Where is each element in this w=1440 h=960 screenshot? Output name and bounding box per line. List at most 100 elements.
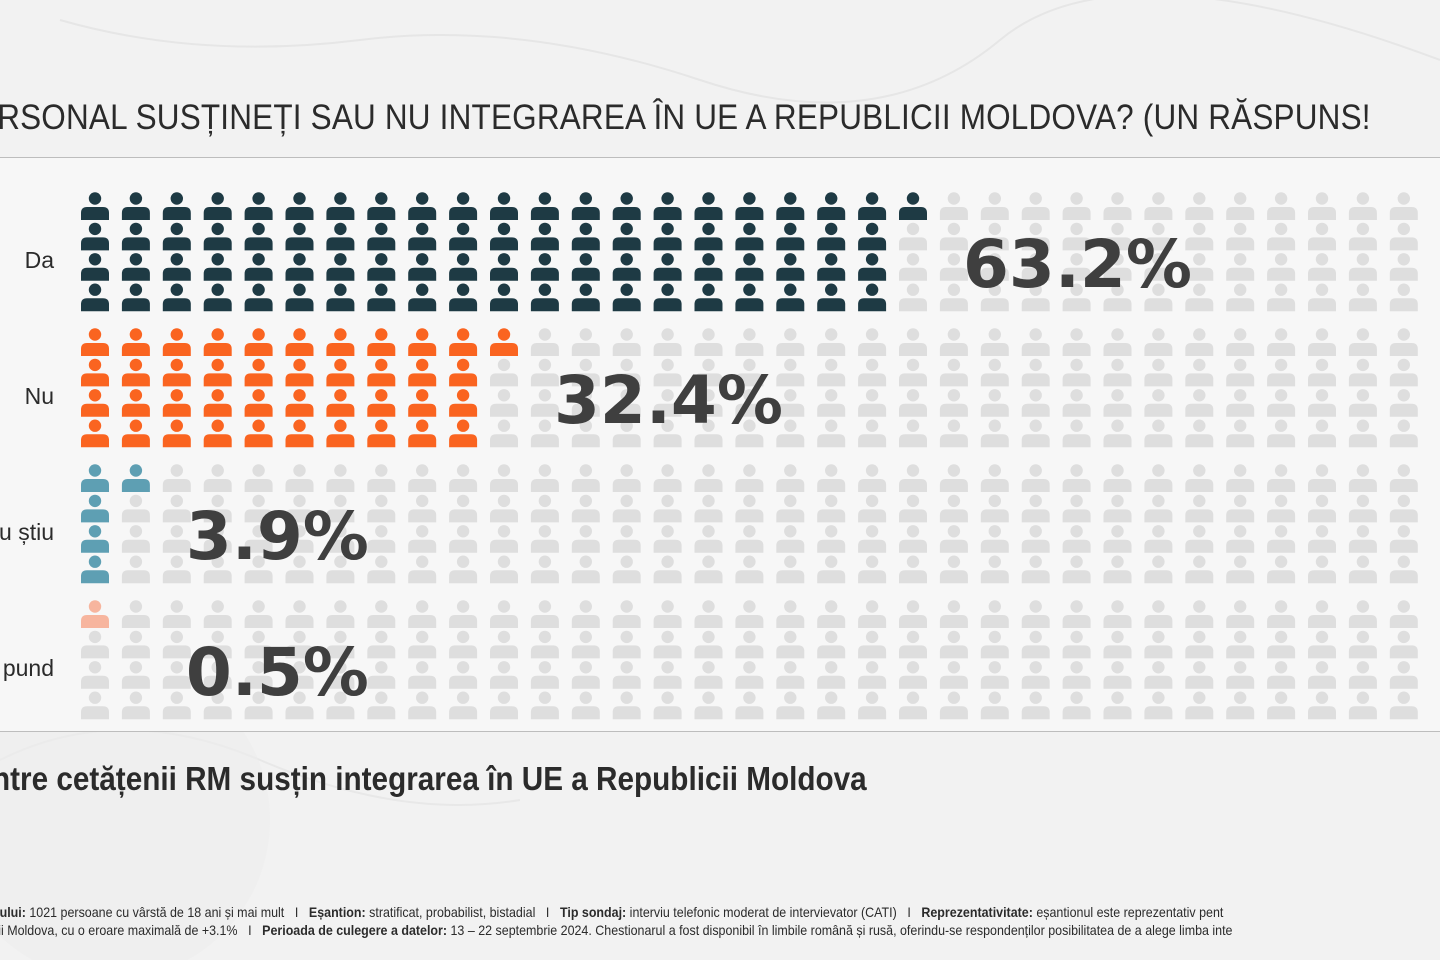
person-icon-filled (694, 253, 723, 281)
person-icon-filled (121, 389, 150, 417)
category-label: pund (3, 655, 54, 681)
person-icon-empty (1185, 222, 1214, 251)
person-icon-filled (694, 283, 723, 312)
person-icon-filled (367, 192, 396, 220)
person-icon-empty (980, 419, 1009, 448)
person-icon-empty (1226, 600, 1255, 628)
person-icon-empty (1144, 494, 1173, 523)
footnote-value: 13 – 22 septembrie 2024. Chestionarul a … (450, 922, 1233, 938)
person-icon-filled (612, 253, 641, 281)
person-icon-filled (121, 192, 150, 220)
person-icon-filled (694, 192, 723, 220)
person-icon-empty (1267, 494, 1296, 523)
person-icon-empty (1062, 691, 1091, 720)
person-icon-filled (81, 419, 109, 448)
person-icon-filled (817, 253, 846, 281)
person-icon-empty (1144, 358, 1173, 387)
person-icon-empty (1103, 525, 1132, 553)
person-icon-filled (612, 192, 641, 220)
person-icon-empty (612, 494, 641, 523)
person-icon-empty (1062, 358, 1091, 387)
person-icon-empty (980, 630, 1009, 659)
person-icon-empty (1389, 358, 1418, 387)
person-icon-empty (735, 630, 764, 659)
person-icon-filled (735, 192, 764, 220)
person-icon-empty (735, 419, 764, 448)
category-label: Da (25, 247, 55, 273)
person-icon-empty (490, 358, 518, 387)
person-icon-empty (735, 600, 764, 628)
person-icon-filled (776, 283, 805, 312)
person-icon-empty (449, 464, 478, 492)
person-icon-empty (1062, 494, 1091, 523)
person-icon-empty (1389, 253, 1418, 281)
person-icon-empty (1348, 389, 1377, 417)
person-icon-empty (1185, 283, 1214, 312)
person-icon-empty (326, 630, 355, 659)
person-icon-empty (1389, 525, 1418, 553)
person-icon-filled (408, 253, 437, 281)
person-icon-empty (571, 464, 600, 492)
person-icon-empty (162, 691, 191, 720)
person-icon-empty (694, 691, 723, 720)
person-icon-empty (1144, 630, 1173, 659)
person-icon-empty (285, 630, 314, 659)
person-icon-empty (817, 328, 846, 356)
person-icon-empty (817, 691, 846, 720)
person-icon-empty (1308, 555, 1336, 584)
person-icon-filled (530, 283, 559, 312)
person-icon-empty (1103, 464, 1132, 492)
person-icon-empty (1185, 253, 1214, 281)
person-icon-empty (162, 464, 191, 492)
person-icon-filled (162, 192, 191, 220)
person-icon-empty (980, 555, 1009, 584)
category-label: u știu (0, 519, 54, 545)
person-icon-empty (1226, 283, 1255, 312)
person-icon-filled (530, 192, 559, 220)
person-icon-empty (449, 555, 478, 584)
person-icon-empty (244, 555, 273, 584)
person-icon-filled (81, 253, 109, 281)
person-icon-empty (285, 661, 314, 689)
person-icon-empty (1103, 283, 1132, 312)
person-icon-empty (899, 253, 927, 281)
person-icon-empty (326, 661, 355, 689)
person-icon-empty (1226, 555, 1255, 584)
person-icon-empty (776, 525, 805, 553)
footnote-separator: I (294, 904, 299, 920)
person-icon-empty (939, 283, 968, 312)
person-icon-filled (121, 328, 150, 356)
person-icon-empty (571, 525, 600, 553)
person-icon-filled (408, 419, 437, 448)
person-icon-empty (1185, 691, 1214, 720)
person-icon-empty (162, 494, 191, 523)
chart-subtitle: ntre cetățenii RM susțin integrarea în U… (0, 760, 867, 797)
person-icon-empty (899, 419, 927, 448)
person-icon-empty (1389, 691, 1418, 720)
person-icon-empty (1267, 691, 1296, 720)
person-icon-filled (449, 358, 478, 387)
person-icon-empty (858, 525, 887, 553)
person-icon-empty (490, 389, 518, 417)
person-icon-filled (285, 358, 314, 387)
person-icon-empty (1144, 661, 1173, 689)
person-icon-empty (81, 661, 109, 689)
person-icon-filled (326, 253, 355, 281)
person-icon-empty (1389, 555, 1418, 584)
person-icon-empty (285, 494, 314, 523)
person-icon-empty (449, 691, 478, 720)
person-icon-empty (1226, 389, 1255, 417)
footnote-separator: I (907, 904, 911, 920)
person-icon-empty (449, 600, 478, 628)
person-icon-empty (899, 358, 927, 387)
person-icon-empty (899, 222, 927, 251)
person-icon-empty (980, 494, 1009, 523)
person-icon-empty (1226, 691, 1255, 720)
person-icon-empty (530, 494, 559, 523)
person-icon-empty (1348, 630, 1377, 659)
person-icon-empty (735, 494, 764, 523)
chart-title: ERSONAL SUSȚINEȚI SAU NU INTEGRAREA ÎN U… (0, 98, 1371, 137)
person-icon-empty (1308, 358, 1336, 387)
person-icon-empty (1348, 222, 1377, 251)
person-icon-empty (121, 555, 150, 584)
